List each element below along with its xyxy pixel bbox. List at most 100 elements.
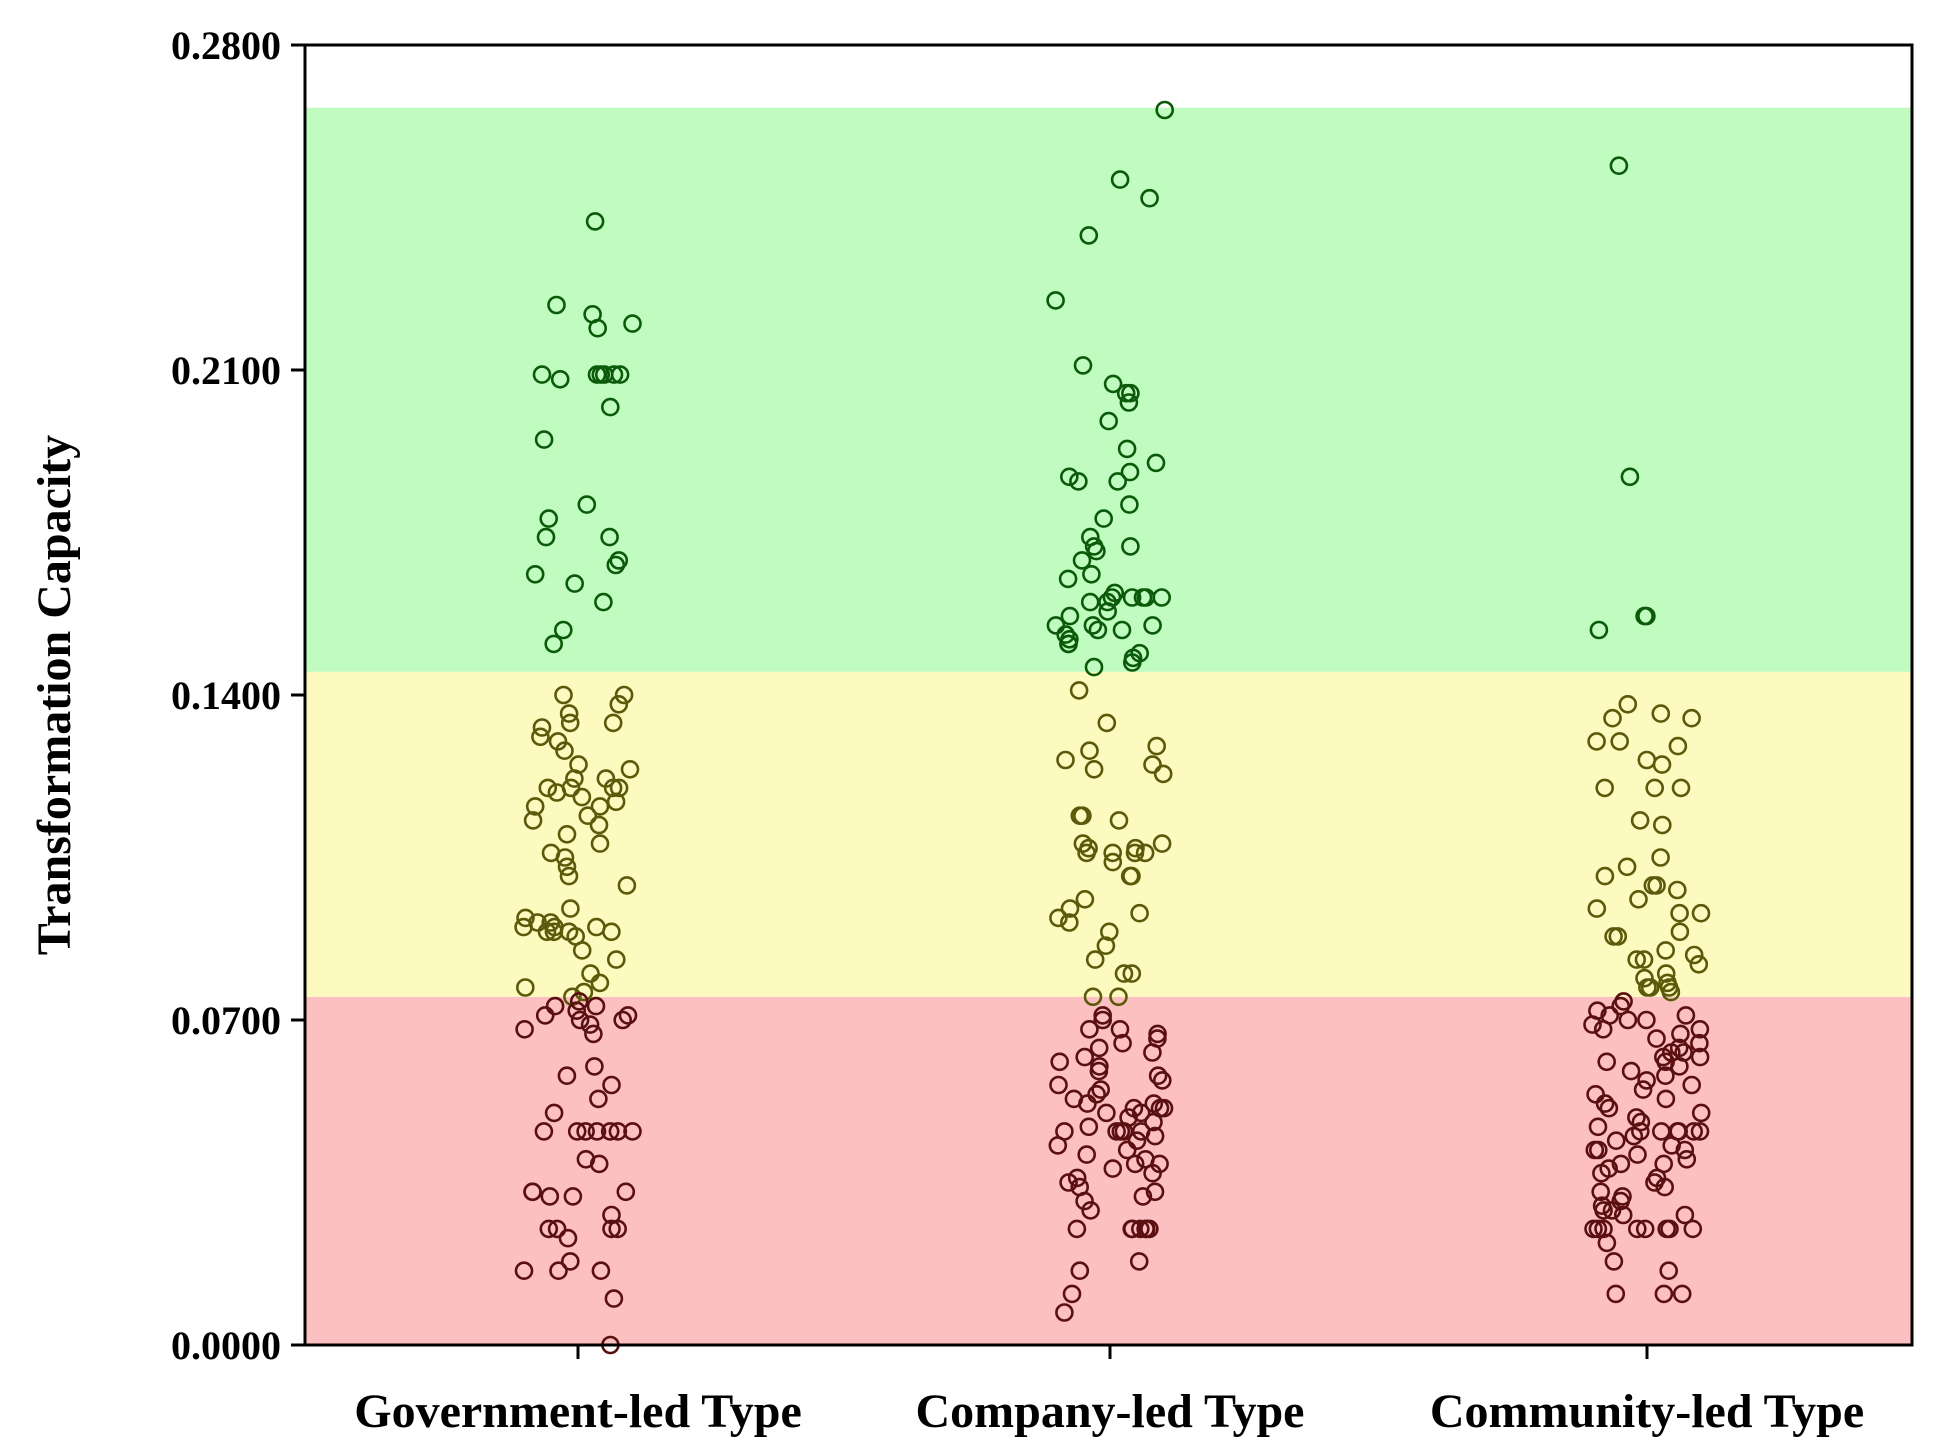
data-point — [1603, 708, 1622, 728]
data-point — [1125, 1154, 1145, 1174]
y-axis-title: Transformation Capacity — [28, 435, 81, 955]
data-point — [620, 759, 640, 779]
data-point — [514, 917, 533, 937]
data-point — [602, 1075, 621, 1095]
data-point — [557, 1066, 577, 1085]
data-point — [1637, 1071, 1656, 1090]
data-point — [1628, 1219, 1647, 1239]
data-point — [1637, 606, 1656, 626]
data-point — [1058, 569, 1078, 589]
data-point — [1069, 681, 1089, 700]
data-point — [1683, 1219, 1703, 1239]
data-point — [544, 1103, 564, 1123]
data-point — [600, 527, 619, 547]
data-point — [1691, 903, 1711, 923]
data-point — [1675, 1140, 1695, 1160]
y-tick-label: 0.1400 — [171, 673, 281, 718]
data-point — [1140, 188, 1159, 208]
data-point — [1089, 1061, 1109, 1081]
data-point — [587, 1122, 607, 1141]
data-point — [1120, 866, 1140, 886]
data-point — [1089, 1038, 1109, 1058]
y-axis: 0.0000 0.0700 0.1400 0.2100 0.2800 — [171, 23, 305, 1368]
data-point — [1599, 1098, 1619, 1118]
data-point — [1628, 1145, 1647, 1164]
data-point — [516, 908, 535, 928]
data-point — [617, 876, 637, 895]
data-point — [1677, 1150, 1697, 1169]
data-point — [1099, 411, 1118, 431]
data-point — [563, 1187, 583, 1206]
data-point — [1055, 1303, 1074, 1322]
data-point — [594, 365, 614, 384]
data-point — [590, 834, 610, 853]
data-point — [1113, 1033, 1132, 1053]
x-category-label: Government-led Type — [354, 1385, 802, 1438]
data-points — [514, 100, 1711, 1355]
data-point — [1670, 1057, 1689, 1076]
data-point — [1110, 170, 1130, 189]
data-point — [1671, 1024, 1690, 1044]
data-point — [1107, 1122, 1126, 1141]
data-point — [567, 1122, 587, 1141]
data-point — [1070, 1261, 1090, 1280]
data-point — [1073, 834, 1093, 853]
y-tick-label: 0.2100 — [171, 348, 281, 393]
data-point — [1630, 811, 1650, 830]
capacity-bands — [305, 107, 1912, 1345]
data-point — [1097, 713, 1117, 733]
data-point — [1143, 1163, 1162, 1183]
data-point — [1624, 1126, 1644, 1146]
data-point — [1621, 1061, 1641, 1081]
data-point — [604, 1289, 624, 1308]
data-point — [1069, 472, 1088, 491]
data-point — [515, 978, 535, 997]
data-point — [1114, 1122, 1134, 1141]
data-point — [1676, 1006, 1696, 1025]
data-point — [602, 922, 621, 942]
data-point — [1129, 1252, 1149, 1271]
y-tick-label: 0.0000 — [171, 1323, 281, 1368]
data-point — [1143, 1043, 1162, 1062]
data-point — [1082, 564, 1101, 584]
data-point — [1145, 1126, 1165, 1146]
data-point — [600, 397, 620, 417]
data-point — [547, 295, 566, 315]
data-point — [1075, 1047, 1094, 1067]
data-point — [580, 1015, 600, 1034]
data-point — [569, 992, 589, 1011]
data-point — [1652, 755, 1672, 774]
data-point — [613, 1010, 633, 1030]
data-point — [1046, 616, 1066, 635]
data-point — [1643, 876, 1663, 895]
data-point — [1109, 987, 1128, 1007]
data-point — [560, 713, 580, 733]
data-point — [534, 430, 554, 449]
data-point — [1154, 1098, 1174, 1118]
data-point — [590, 973, 610, 993]
data-point — [1629, 889, 1648, 909]
data-point — [1659, 1261, 1678, 1280]
data-point — [1656, 941, 1675, 960]
band-low — [305, 996, 1912, 1345]
data-point — [1103, 1159, 1123, 1178]
data-point — [565, 574, 585, 593]
data-point — [606, 555, 626, 575]
data-point — [576, 1122, 595, 1141]
data-point — [574, 982, 594, 1002]
data-point — [550, 369, 570, 389]
data-point — [1079, 226, 1099, 245]
data-point — [1060, 899, 1080, 918]
data-point — [559, 704, 579, 723]
data-point — [1647, 1029, 1666, 1048]
data-point — [1153, 1071, 1172, 1090]
data-point — [1094, 509, 1113, 528]
data-point — [1093, 1010, 1112, 1030]
data-point — [534, 1122, 554, 1141]
data-point — [1117, 439, 1137, 459]
data-point — [1682, 1075, 1701, 1095]
data-point — [1591, 1182, 1610, 1202]
data-point — [1675, 1205, 1695, 1225]
data-point — [1075, 889, 1095, 909]
